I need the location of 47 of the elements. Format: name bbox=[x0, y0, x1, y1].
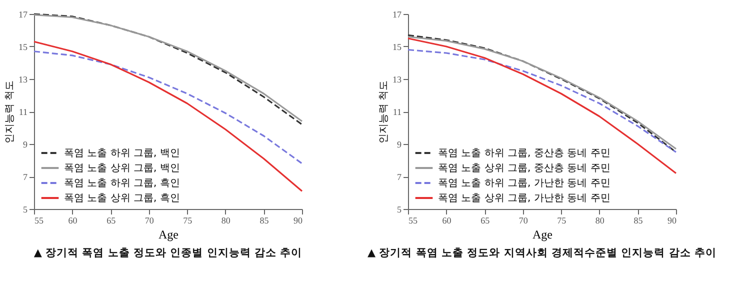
y-tick-label: 9 bbox=[397, 140, 402, 150]
x-axis-title: Age bbox=[532, 228, 552, 242]
x-tick-label: 75 bbox=[557, 216, 567, 226]
x-tick-label: 80 bbox=[221, 216, 231, 226]
y-tick-label: 7 bbox=[23, 172, 28, 182]
y-tick-label: 5 bbox=[397, 204, 402, 214]
x-tick-label: 75 bbox=[183, 216, 193, 226]
x-tick-label: 70 bbox=[518, 216, 528, 226]
y-tick-label: 13 bbox=[392, 74, 402, 84]
legend-label: 폭염 노출 하위 그룹, 흑인 bbox=[64, 178, 180, 189]
x-tick-label: 65 bbox=[106, 216, 116, 226]
x-tick-label: 90 bbox=[668, 216, 677, 226]
y-tick-label: 13 bbox=[18, 74, 28, 84]
y-tick-label: 11 bbox=[18, 107, 28, 117]
x-tick-label: 80 bbox=[595, 216, 605, 226]
legend-label: 폭염 노출 상위 그룹, 중산층 동네 주민 bbox=[438, 163, 610, 174]
legend-label: 폭염 노출 하위 그룹, 백인 bbox=[64, 148, 180, 159]
x-axis-title: Age bbox=[158, 228, 178, 242]
x-tick-label: 85 bbox=[634, 216, 644, 226]
line-series bbox=[33, 50, 303, 164]
y-tick-label: 17 bbox=[392, 10, 402, 20]
legend-label: 폭염 노출 하위 그룹, 가난한 동네 주민 bbox=[438, 178, 610, 189]
y-tick-label: 5 bbox=[23, 204, 28, 214]
x-tick-label: 85 bbox=[260, 216, 270, 226]
x-tick-label: 55 bbox=[34, 216, 44, 226]
x-tick-label: 60 bbox=[442, 216, 452, 226]
x-tick-label: 65 bbox=[480, 216, 490, 226]
legend-label: 폭염 노출 하위 그룹, 중산층 동네 주민 bbox=[438, 148, 610, 159]
x-tick-label: 60 bbox=[68, 216, 78, 226]
y-tick-label: 15 bbox=[392, 42, 402, 52]
legend-label: 폭염 노출 상위 그룹, 가난한 동네 주민 bbox=[438, 193, 610, 204]
line-series bbox=[407, 38, 677, 174]
text: ▲ 장기적 폭염 노출 정도와 인종별 인지능력 감소 추이 bbox=[34, 247, 302, 259]
x-tick-label: 70 bbox=[144, 216, 154, 226]
text: ▲ 장기적 폭염 노출 정도와 지역사회 경제적수준별 인지능력 감소 추이 bbox=[368, 247, 716, 259]
y-tick-label: 15 bbox=[18, 42, 28, 52]
legend-label: 폭염 노출 상위 그룹, 흑인 bbox=[64, 193, 180, 204]
x-tick-label: 55 bbox=[408, 216, 418, 226]
y-tick-label: 9 bbox=[23, 140, 28, 150]
y-axis-title: 인지능력 척도 bbox=[4, 80, 16, 144]
line-series bbox=[33, 40, 303, 192]
x-tick-label: 90 bbox=[294, 216, 303, 226]
y-axis-title: 인지능력 척도 bbox=[378, 80, 390, 144]
y-tick-label: 11 bbox=[392, 107, 402, 117]
legend-label: 폭염 노출 상위 그룹, 백인 bbox=[64, 163, 180, 174]
y-tick-label: 17 bbox=[18, 10, 28, 20]
y-tick-label: 7 bbox=[397, 172, 402, 182]
